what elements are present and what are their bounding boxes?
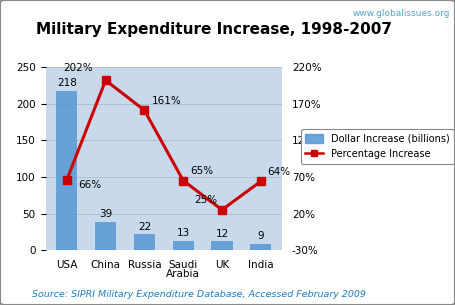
Bar — [95, 221, 116, 250]
Text: Source: SIPRI Military Expenditure Database, Accessed February 2009: Source: SIPRI Military Expenditure Datab… — [32, 290, 366, 299]
Bar — [172, 241, 194, 250]
Bar — [211, 241, 233, 250]
Text: 39: 39 — [99, 209, 112, 219]
Text: 66%: 66% — [78, 180, 101, 190]
Text: 13: 13 — [177, 228, 190, 239]
Text: 161%: 161% — [152, 96, 181, 106]
Text: 22: 22 — [138, 222, 151, 232]
Text: 218: 218 — [57, 78, 77, 88]
Text: Military Expenditure Increase, 1998-2007: Military Expenditure Increase, 1998-2007 — [36, 22, 392, 37]
Text: 12: 12 — [215, 229, 228, 239]
Text: 9: 9 — [258, 231, 264, 241]
Legend: Dollar Increase (billions), Percentage Increase: Dollar Increase (billions), Percentage I… — [301, 129, 455, 164]
Bar — [134, 234, 155, 250]
Text: 65%: 65% — [190, 166, 213, 176]
Text: 25%: 25% — [194, 196, 217, 206]
Bar — [250, 243, 272, 250]
Text: www.globalissues.org: www.globalissues.org — [353, 9, 450, 18]
Bar — [56, 91, 77, 250]
Text: 202%: 202% — [64, 63, 93, 73]
Text: 64%: 64% — [268, 167, 291, 177]
